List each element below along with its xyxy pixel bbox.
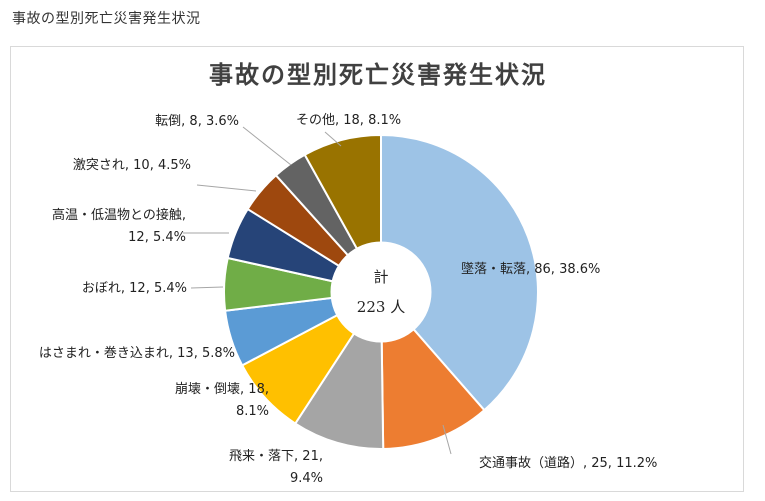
data-label-3: 飛来・落下, 21, 9.4%	[229, 449, 323, 486]
leader-line-10	[324, 131, 342, 147]
center-total-label: 計	[373, 268, 388, 286]
pie-chart: 墜落・転落, 86, 38.6% 交通事故（道路）, 25, 11.2% 飛来・落下…	[39, 113, 657, 486]
center-total-value: 223 人	[357, 298, 405, 316]
data-label-4: 崩壊・倒壊, 18, 8.1%	[175, 382, 269, 419]
chart-title: 事故の型別死亡災害発生状況	[209, 61, 547, 89]
data-label-9: 転倒, 8, 3.6%	[155, 114, 239, 129]
data-label-5: はさまれ・巻き込まれ, 13, 5.8%	[39, 346, 235, 361]
leader-line-9	[242, 126, 292, 166]
pie-slice-1	[380, 133, 539, 412]
data-label-6: おぼれ, 12, 5.4%	[82, 281, 187, 296]
data-label-2: 交通事故（道路）, 25, 11.2%	[479, 455, 657, 471]
leader-line-8	[196, 184, 257, 192]
center-hole	[330, 241, 432, 343]
data-label-10: その他, 18, 8.1%	[296, 113, 401, 128]
leader-line-6	[190, 286, 224, 289]
data-label-8: 激突され, 10, 4.5%	[73, 157, 191, 173]
data-label-7: 高温・低温物との接触, 12, 5.4%	[52, 207, 186, 245]
page-caption: 事故の型別死亡災害発生状況	[12, 11, 201, 27]
leader-line-2	[442, 424, 452, 455]
data-label-1: 墜落・転落, 86, 38.6%	[461, 261, 600, 277]
chart-area: 事故の型別死亡災害発生状況 墜落・転落, 86, 38.6% 交通事故（道路）, …	[10, 46, 744, 492]
